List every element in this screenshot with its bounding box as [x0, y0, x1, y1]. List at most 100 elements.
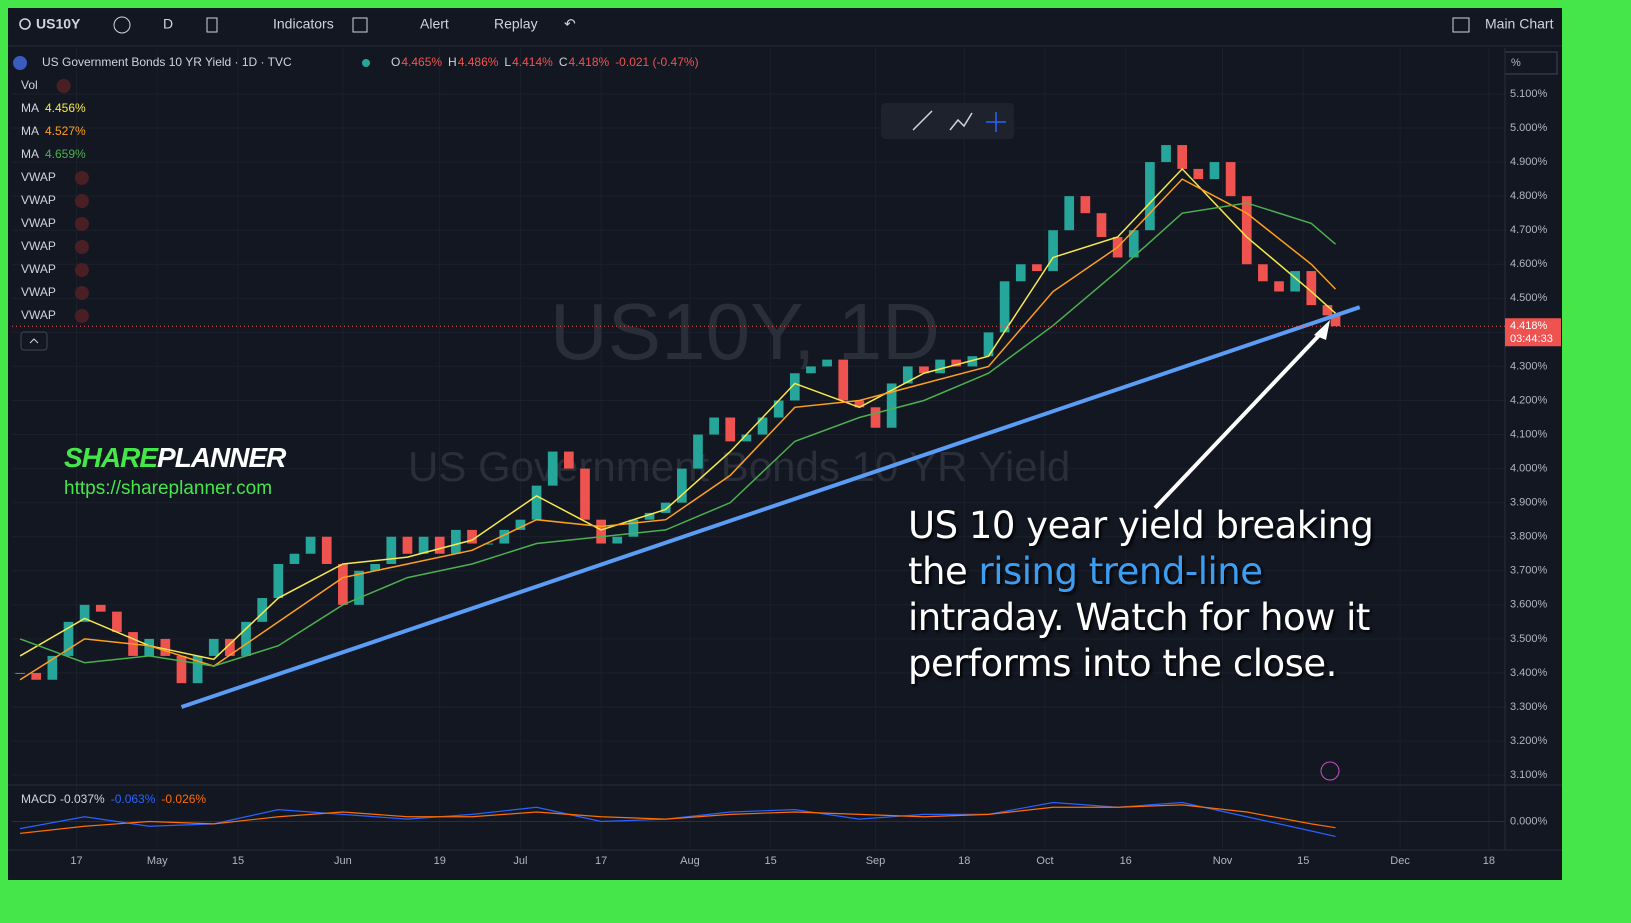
x-tick-label: 18	[1483, 855, 1495, 867]
candle	[628, 519, 639, 537]
logo-planner: PLANNER	[157, 442, 286, 473]
add-symbol[interactable]	[113, 16, 131, 34]
study-name: VWAP	[21, 193, 56, 207]
symbol[interactable]: US10Y	[36, 16, 81, 32]
candle	[660, 502, 671, 513]
tool-brush[interactable]	[949, 112, 973, 131]
flag-icon	[13, 56, 27, 70]
ohlc-key: C	[559, 55, 568, 69]
y-tick-label: 4.900%	[1510, 156, 1548, 168]
ohlc-key: H	[448, 55, 457, 69]
candle	[1274, 281, 1284, 292]
candle	[547, 451, 558, 486]
x-tick-label: May	[147, 855, 168, 867]
y-tick-label: 4.200%	[1510, 394, 1548, 406]
candle	[451, 529, 461, 554]
x-tick-label: Sep	[866, 855, 886, 867]
layout-checkbox[interactable]	[1452, 17, 1470, 33]
study-value: 4.527%	[45, 124, 86, 138]
candle	[273, 563, 284, 599]
candle	[241, 621, 251, 656]
tool-cross[interactable]	[986, 112, 1006, 132]
annotation-line: intraday. Watch for how it	[908, 596, 1370, 639]
study-name: VWAP	[21, 216, 56, 230]
study-name: Vol	[21, 78, 38, 92]
trend-line	[180, 305, 1361, 709]
candle	[434, 536, 445, 554]
candle	[1177, 145, 1188, 169]
candle	[1193, 168, 1204, 180]
candle	[1161, 145, 1171, 163]
y-tick-label: 4.100%	[1510, 428, 1548, 440]
replay-button[interactable]: Replay	[494, 16, 538, 32]
y-tick-label: 3.200%	[1510, 735, 1548, 747]
templates[interactable]	[352, 17, 368, 33]
chart-window: US10Y D Indicators Alert Replay ↶ Main C…	[8, 8, 1562, 880]
candle	[919, 366, 929, 374]
x-tick-label: 15	[1297, 855, 1309, 867]
candle	[644, 512, 655, 520]
ma-line	[19, 167, 1337, 661]
alert-button[interactable]: Alert	[420, 16, 449, 32]
candle	[983, 332, 994, 357]
indicators-button[interactable]: Indicators	[273, 16, 334, 32]
y-tick-label: 3.400%	[1510, 667, 1548, 679]
alert-icon[interactable]	[1320, 761, 1340, 781]
collapse-button[interactable]	[20, 331, 48, 351]
x-tick-label: 17	[70, 855, 82, 867]
candle	[112, 611, 122, 633]
x-tick-label: 19	[434, 855, 446, 867]
candle	[15, 672, 25, 674]
macd-value: -0.063%	[111, 792, 156, 806]
ohlc-key: L	[504, 55, 511, 69]
y-tick-label: 3.900%	[1510, 497, 1548, 509]
candle	[580, 468, 590, 520]
tool-line[interactable]	[912, 110, 933, 131]
interval[interactable]: D	[163, 16, 173, 32]
x-tick-label: 18	[958, 855, 970, 867]
study-error	[56, 79, 71, 93]
annotation-text: the	[908, 550, 968, 593]
candle	[354, 570, 364, 605]
candle	[1322, 305, 1333, 316]
x-tick-label: Aug	[680, 855, 700, 867]
candle	[1096, 213, 1107, 238]
y-tick-label: 4.700%	[1510, 224, 1548, 236]
undo[interactable]: ↶	[564, 16, 576, 32]
annotation-line: performs into the close.	[908, 642, 1337, 685]
annotation-line: US 10 year yield breaking	[908, 504, 1374, 547]
candle	[1306, 271, 1317, 306]
arrow-shaft	[1153, 326, 1328, 510]
candle	[289, 553, 300, 564]
ohlc-value: 4.486%	[458, 55, 499, 69]
last-price-box	[1505, 318, 1561, 347]
candle	[1048, 230, 1058, 272]
candle	[693, 434, 703, 469]
y-tick-label: 3.800%	[1510, 531, 1548, 543]
ohlc-value: 4.414%	[512, 55, 553, 69]
candle	[757, 417, 768, 435]
candle	[870, 407, 881, 428]
candle	[725, 417, 736, 442]
grid	[12, 48, 1505, 850]
candle	[467, 529, 477, 544]
ohlc-value: 4.418%	[568, 55, 609, 69]
search-icon[interactable]	[19, 18, 31, 30]
candle	[208, 638, 219, 656]
candle	[257, 598, 268, 622]
candle	[370, 563, 381, 571]
chart-type[interactable]	[206, 17, 218, 33]
candle	[886, 383, 897, 428]
candle	[564, 451, 574, 469]
study-error	[74, 194, 89, 208]
unit: %	[1511, 57, 1521, 69]
candle	[1015, 264, 1026, 282]
study-value: 4.659%	[45, 147, 86, 161]
layout-name[interactable]: Main Chart	[1485, 16, 1554, 32]
x-tick-label: 17	[595, 855, 607, 867]
candle	[144, 638, 155, 656]
y-tick-label: 4.500%	[1510, 292, 1548, 304]
y-tick-label: 3.700%	[1510, 565, 1548, 577]
study-name: VWAP	[21, 308, 56, 322]
